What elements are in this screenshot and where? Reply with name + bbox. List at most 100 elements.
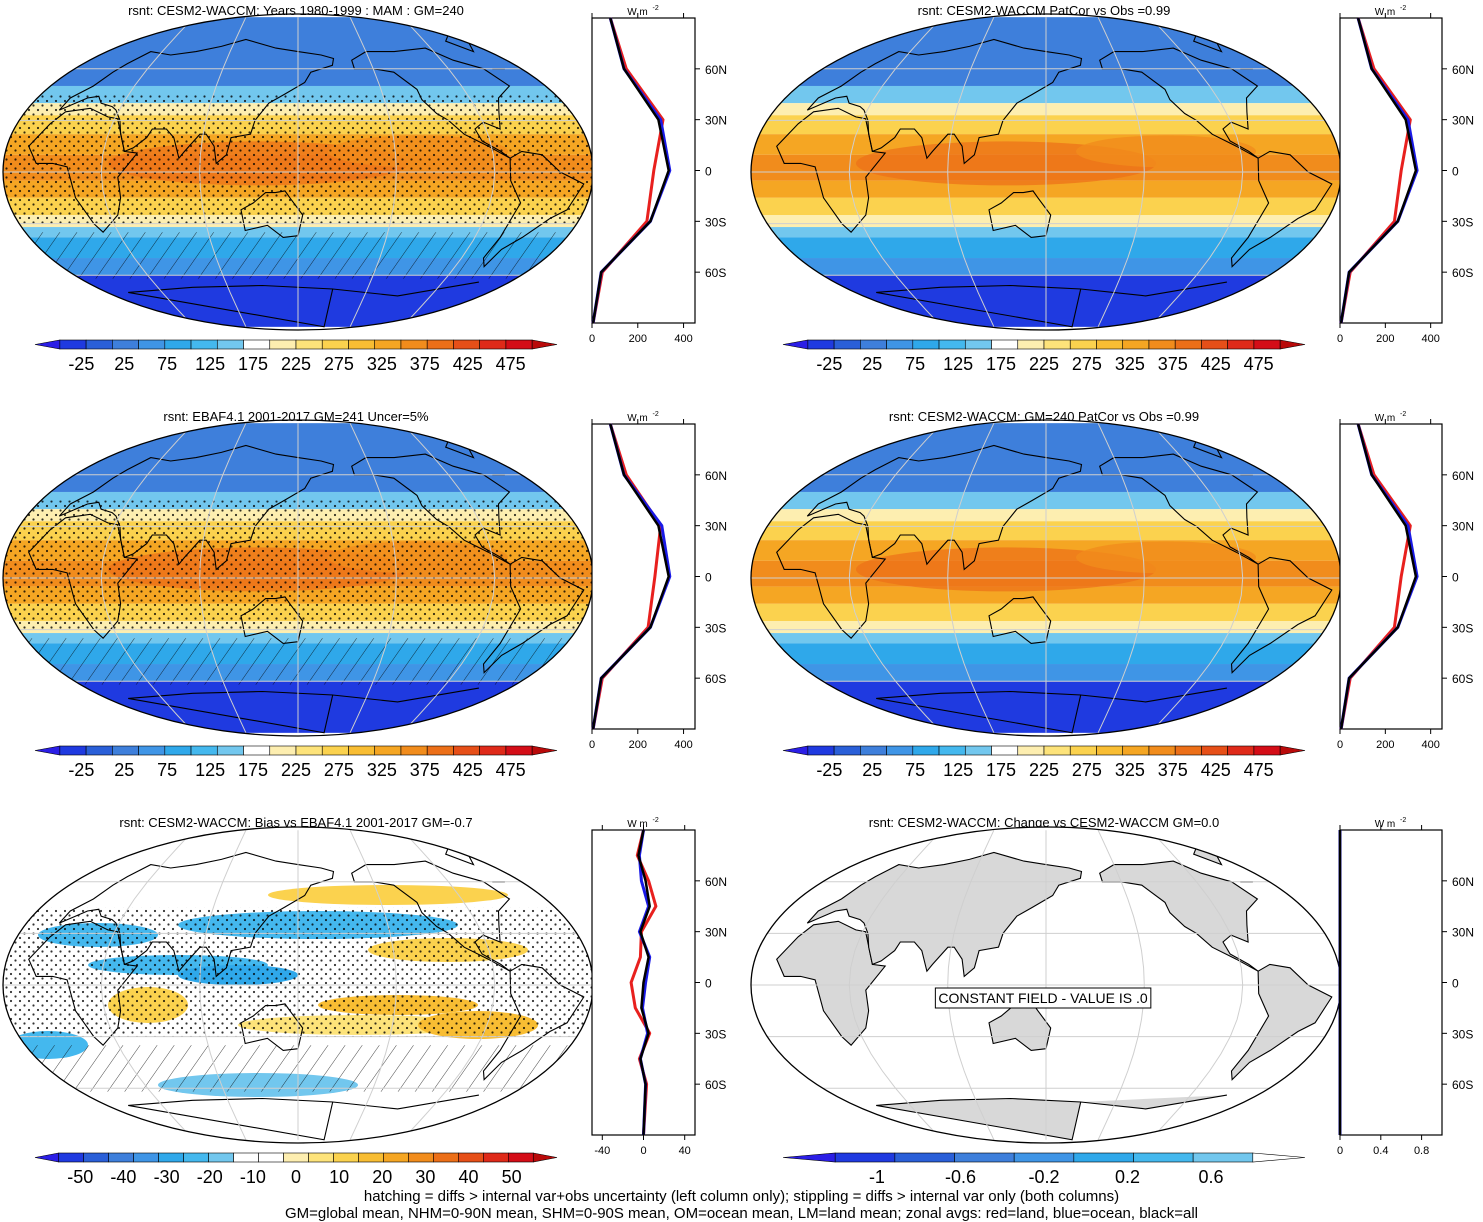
- colorbar-box: [59, 745, 87, 756]
- colorbar-box: [138, 339, 166, 350]
- colorbar-label: 375: [410, 760, 440, 780]
- meridian-line: [401, 829, 496, 1141]
- colorbar-box: [1192, 1152, 1254, 1163]
- x-tick-label: 0.4: [1373, 1145, 1388, 1157]
- colorbar-label: 125: [943, 354, 973, 374]
- zonal-profile-6: 0 0.4 0.8 W m -2 60N 30N 0 30S 60S: [1337, 817, 1474, 1157]
- meridian-line: [1149, 16, 1244, 328]
- australia-coastline: [988, 596, 1052, 644]
- north-america-coastline: [1099, 453, 1259, 565]
- colorbar-box: [938, 339, 966, 350]
- colorbar-box: [479, 339, 507, 350]
- colorbar-box: [426, 745, 454, 756]
- panel-title-6: rsnt: CESM2-WACCM: Change vs CESM2-WACCM…: [868, 815, 1220, 830]
- colorbar-label: 425: [453, 354, 483, 374]
- map-panel-2: [751, 16, 1341, 328]
- colorbar-box: [1122, 745, 1150, 756]
- colorbar-label: 275: [324, 354, 354, 374]
- colorbar-label: 275: [324, 760, 354, 780]
- colorbar-box: [283, 1152, 309, 1163]
- lat-tick-label: 60N: [705, 469, 727, 483]
- colorbar-label: -40: [110, 1167, 136, 1187]
- colorbar-box: [912, 339, 940, 350]
- colorbar-label: 375: [410, 354, 440, 374]
- lat-tick-label: 30N: [1452, 114, 1474, 128]
- colorbar-box: [190, 339, 218, 350]
- colorbar-label: 325: [1115, 354, 1145, 374]
- colorbar-label: 75: [157, 354, 177, 374]
- units-exponent: -2: [653, 817, 659, 824]
- colorbar-box: [358, 1152, 384, 1163]
- colorbar-box: [216, 339, 244, 350]
- colorbar-box: [938, 745, 966, 756]
- colorbar-tip-left: [34, 339, 61, 350]
- colorbar-box: [1096, 339, 1124, 350]
- all-line: [1339, 17, 1418, 324]
- colorbar-box: [1227, 339, 1255, 350]
- all-line: [591, 423, 670, 730]
- colorbar-label: -1: [869, 1167, 885, 1187]
- colorbar-label: 175: [238, 760, 268, 780]
- profile-frame: [1339, 423, 1443, 730]
- colorbar-1: -25 25 75 125 175 225 275 325 375 425 475: [34, 339, 558, 374]
- units-exponent: -2: [1400, 5, 1406, 12]
- colorbar-label: 425: [1201, 354, 1231, 374]
- colorbar-label: 225: [1029, 354, 1059, 374]
- colorbar-box: [243, 339, 271, 350]
- x-tick-label: 200: [1376, 739, 1394, 751]
- colorbar-box: [321, 745, 349, 756]
- colorbar-label: 50: [502, 1167, 522, 1187]
- colorbar-box: [243, 745, 271, 756]
- meridian-line: [848, 422, 943, 734]
- colorbar-label: -30: [154, 1167, 180, 1187]
- colorbar-box: [400, 339, 428, 350]
- colorbar-box: [1253, 745, 1281, 756]
- lat-tick-label: 0: [1452, 977, 1459, 991]
- colorbar-box: [1148, 745, 1176, 756]
- colorbar-box: [108, 1152, 134, 1163]
- colorbar-box: [208, 1152, 234, 1163]
- colorbar-box: [964, 745, 992, 756]
- colorbar-box: [183, 1152, 209, 1163]
- colorbar-3: -25 25 75 125 175 225 275 325 375 425 475: [34, 745, 558, 780]
- x-tick-label: 400: [674, 739, 692, 751]
- colorbar-box: [991, 339, 1019, 350]
- zonal-profile-3: 0 200 400 W m -2 60N 30N 0 30S 60S: [589, 411, 727, 751]
- colorbar-box: [807, 745, 835, 756]
- meridian-line: [1149, 422, 1244, 734]
- x-tick-label: 0: [589, 333, 595, 345]
- colorbar-box: [507, 1152, 534, 1163]
- colorbar-label: 475: [1244, 354, 1274, 374]
- south-america-coastline: [1230, 963, 1333, 1081]
- x-tick-label: 400: [674, 333, 692, 345]
- colorbar-label: -10: [240, 1167, 266, 1187]
- colorbar-label: -25: [816, 760, 842, 780]
- south-america-coastline: [1230, 556, 1333, 674]
- colorbar-4: -25 25 75 125 175 225 275 325 375 425 475: [782, 745, 1306, 780]
- colorbar-tip-left: [34, 1152, 60, 1163]
- meridian-line: [1097, 16, 1145, 328]
- colorbar-box: [348, 745, 376, 756]
- colorbar-box: [233, 1152, 259, 1163]
- meridian-line: [349, 16, 397, 328]
- colorbar-box: [158, 1152, 184, 1163]
- colorbar-tip-left: [782, 1152, 836, 1163]
- colorbar-label: 10: [329, 1167, 349, 1187]
- panel-title-4: rsnt: CESM2-WACCM: GM=240 PatCor vs Obs …: [888, 409, 1200, 424]
- profile-frame: [591, 17, 696, 324]
- lat-tick-label: 30N: [1452, 926, 1474, 940]
- colorbar-box: [269, 745, 297, 756]
- map-panel-3: [3, 422, 593, 734]
- colorbar-box: [505, 745, 533, 756]
- colorbar-label: 0.2: [1115, 1167, 1140, 1187]
- x-tick-label: 0: [1337, 333, 1343, 345]
- colorbar-label: 325: [367, 760, 397, 780]
- colorbar-label: 20: [372, 1167, 392, 1187]
- colorbar-box: [483, 1152, 509, 1163]
- colorbar-box: [860, 339, 887, 350]
- lat-tick-label: 60N: [1452, 875, 1474, 889]
- africa-coastline: [776, 513, 887, 639]
- lat-tick-label: 60N: [1452, 469, 1474, 483]
- zonal-profile-1: 0 200 400 W m -2 60N 30N 0 30S 60S: [589, 5, 727, 345]
- colorbar-box: [453, 745, 480, 756]
